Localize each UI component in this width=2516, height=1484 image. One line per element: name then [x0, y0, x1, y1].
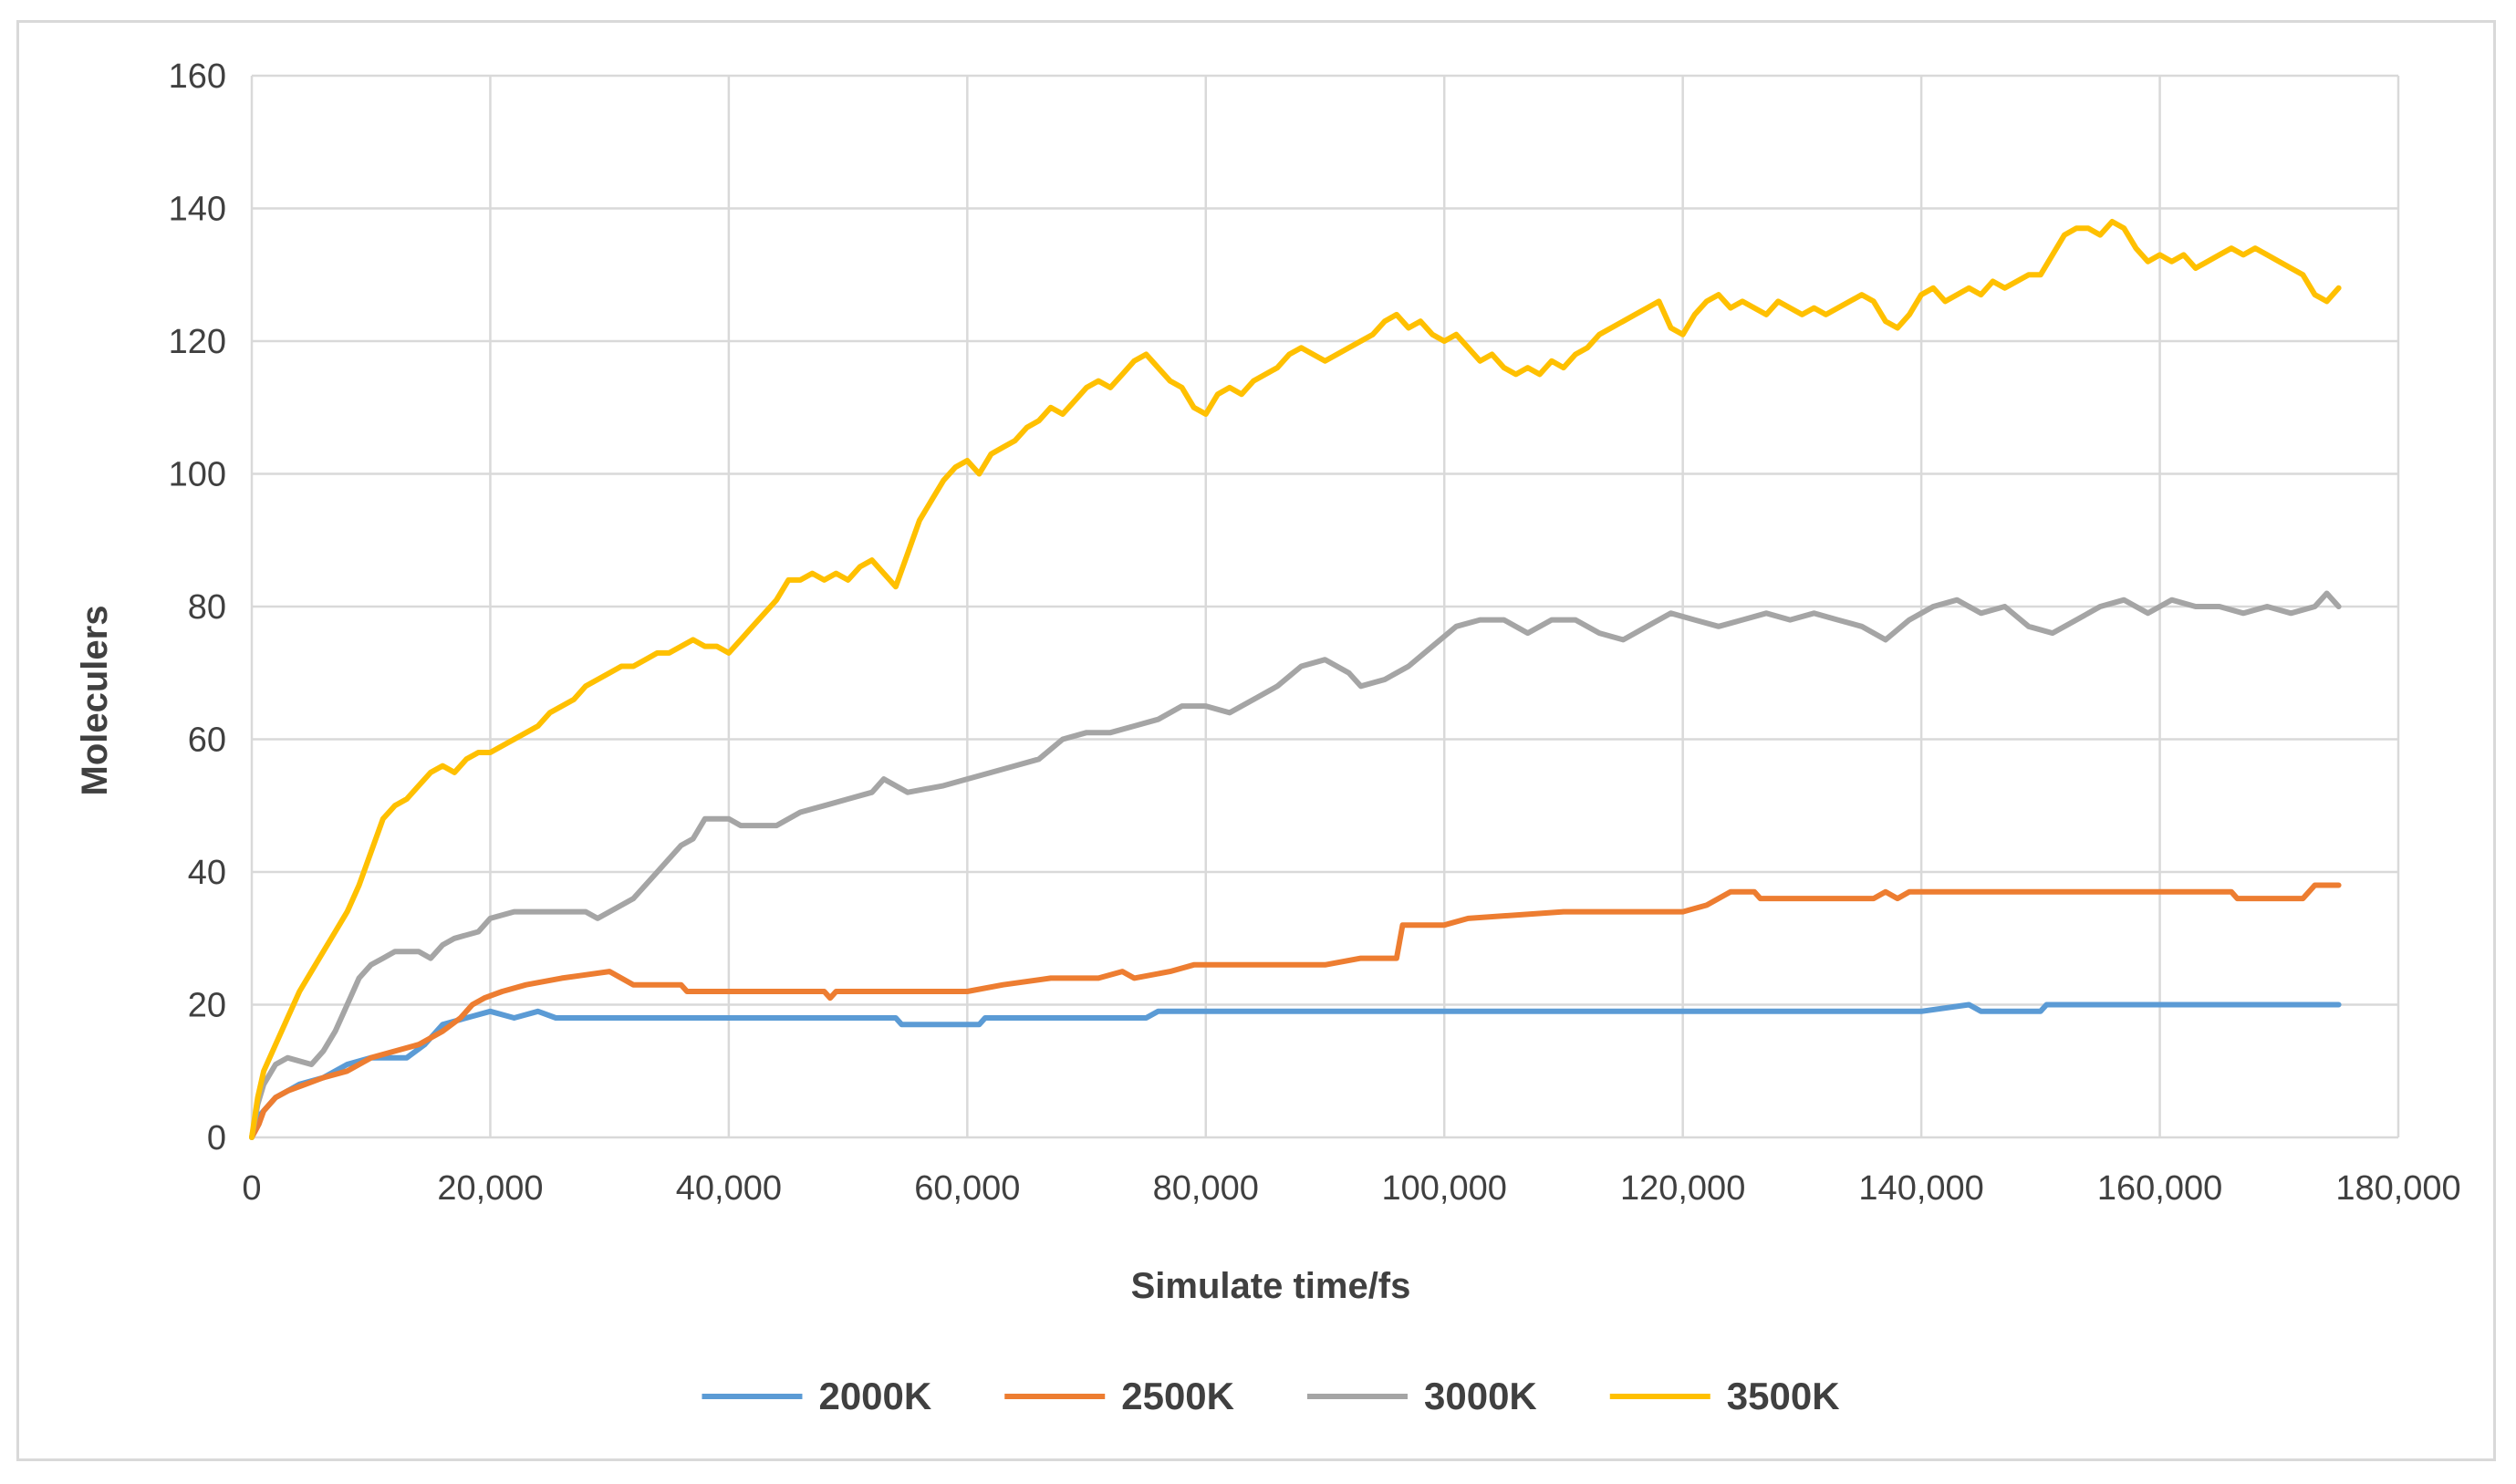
x-tick-label: 100,000 [1382, 1169, 1507, 1208]
series-line-2000k [249, 1001, 2342, 1140]
x-tick-label: 160,000 [2097, 1169, 2222, 1208]
series-line-3500k [249, 219, 2342, 1140]
legend-label: 2500K [1121, 1375, 1234, 1417]
x-tick-label: 80,000 [1153, 1169, 1259, 1208]
legend-label: 3000K [1424, 1375, 1537, 1417]
legend-label: 2000K [818, 1375, 931, 1417]
y-axis-ticks: 0 20 40 60 80 100 120 140 160 [169, 57, 226, 1157]
y-axis-title: Moleculers [75, 606, 115, 796]
y-tick-label: 80 [188, 588, 226, 627]
y-tick-label: 120 [169, 323, 226, 361]
plot-area [250, 76, 2398, 1139]
line-chart: 0 20,000 40,000 60,000 80,000 100,000 120,000 1… [75, 57, 2461, 1417]
y-tick-label: 0 [207, 1119, 226, 1157]
x-axis-title: Simulate time/fs [1131, 1266, 1411, 1306]
x-tick-label: 20,000 [437, 1169, 543, 1208]
series-lines [249, 219, 2342, 1140]
y-tick-label: 20 [188, 987, 226, 1025]
y-tick-label: 140 [169, 191, 226, 229]
x-tick-label: 40,000 [676, 1169, 782, 1208]
y-tick-label: 160 [169, 57, 226, 96]
y-tick-label: 40 [188, 854, 226, 892]
legend-label: 3500K [1727, 1375, 1840, 1417]
x-axis-ticks: 0 20,000 40,000 60,000 80,000 100,000 120,000 1… [242, 1169, 2460, 1208]
chart-frame: 0 20,000 40,000 60,000 80,000 100,000 120,000 1… [16, 20, 2496, 1461]
x-tick-label: 180,000 [2335, 1169, 2460, 1208]
x-tick-label: 0 [242, 1169, 261, 1208]
gridlines [252, 74, 2400, 1137]
x-tick-label: 120,000 [1620, 1169, 1745, 1208]
y-tick-label: 100 [169, 456, 226, 494]
x-tick-label: 60,000 [914, 1169, 1020, 1208]
series-line-3000k [249, 590, 2342, 1140]
y-tick-label: 60 [188, 721, 226, 760]
legend: 2000K 2500K 3000K 3500K [702, 1375, 1840, 1417]
x-tick-label: 140,000 [1858, 1169, 1983, 1208]
series-line-2500k [249, 882, 2342, 1140]
